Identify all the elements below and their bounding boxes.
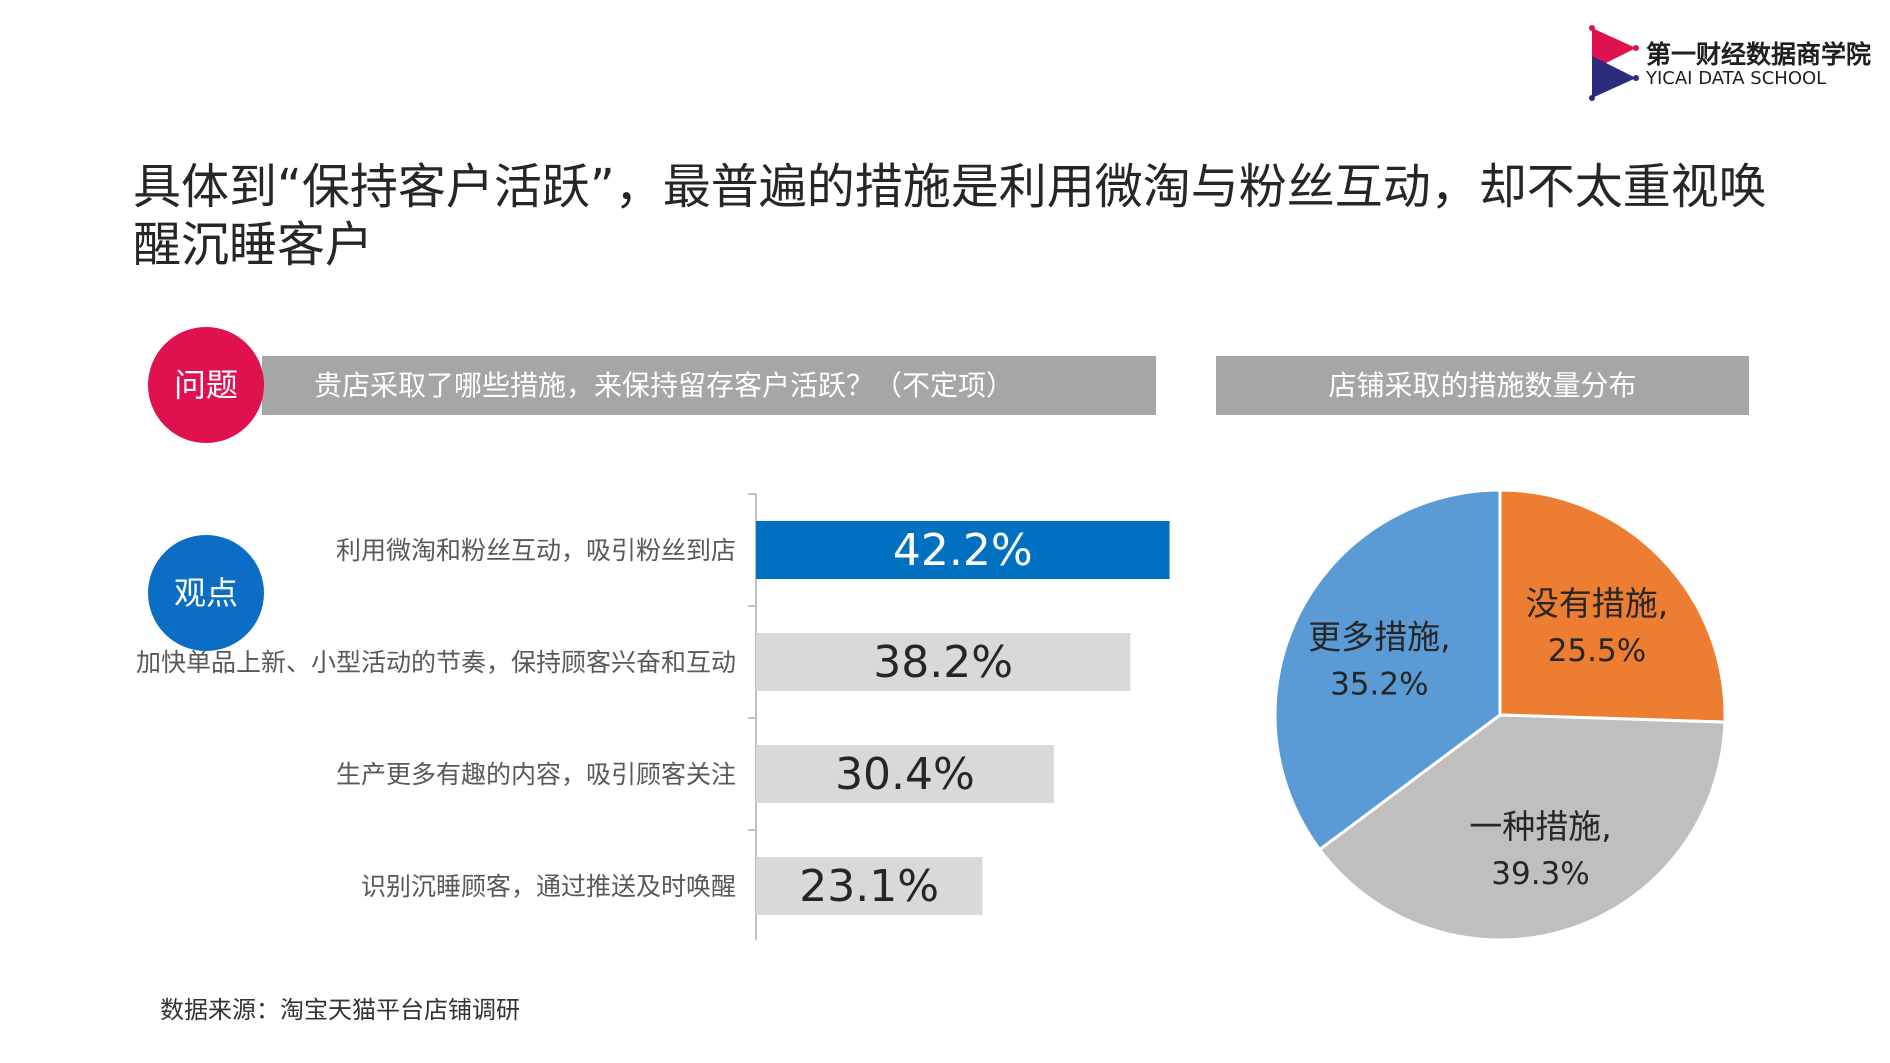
logo-name-en: YICAI DATA SCHOOL bbox=[1646, 68, 1827, 89]
logo: 第一财经数据商学院 YICAI DATA SCHOOL bbox=[1588, 22, 1878, 102]
pie-slice-value: 35.2% bbox=[1330, 666, 1428, 702]
page-title: 具体到“保持客户活跃”，最普遍的措施是利用微淘与粉丝互动，却不太重视唤醒沉睡客户 bbox=[133, 159, 1767, 273]
pie-slice bbox=[1273, 488, 1502, 852]
bar-value-label: 38.2% bbox=[873, 637, 1013, 688]
bar-category-label: 识别沉睡顾客，通过推送及时唤醒 bbox=[361, 872, 736, 901]
bar bbox=[756, 857, 983, 915]
question-text: 贵店采取了哪些措施，来保持留存客户活跃？（不定项） bbox=[314, 369, 1015, 402]
bar-category-label: 加快单品上新、小型活动的节奏，保持顾客兴奋和互动 bbox=[136, 648, 736, 677]
pie-slice bbox=[1317, 713, 1727, 942]
pie-header-text: 店铺采取的措施数量分布 bbox=[1328, 369, 1637, 402]
pie-slice-label: 没有措施, bbox=[1526, 584, 1669, 623]
data-source: 数据来源：淘宝天猫平台店铺调研 bbox=[160, 996, 520, 1024]
bar bbox=[756, 745, 1054, 803]
measures-bar-chart: 42.2% 利用微淘和粉丝互动，吸引粉丝到店 38.2% 加快单品上新、小型活动的节奏… bbox=[136, 493, 1170, 940]
bar-category-label: 生产更多有趣的内容，吸引顾客关注 bbox=[336, 760, 736, 789]
bar-category-label: 利用微淘和粉丝互动，吸引粉丝到店 bbox=[336, 536, 736, 565]
pie-slice-value: 25.5% bbox=[1548, 633, 1646, 669]
bar-highlight bbox=[756, 521, 1170, 579]
pie-slice-label: 一种措施, bbox=[1469, 807, 1612, 846]
pie-slice bbox=[1498, 488, 1727, 724]
pie-slice-label: 更多措施, bbox=[1308, 617, 1451, 656]
pie-header-bar bbox=[1216, 356, 1749, 415]
question-bar bbox=[262, 356, 1156, 415]
question-badge: 问题 bbox=[148, 327, 264, 443]
measures-count-pie-chart: 没有措施, 25.5% 一种措施, 39.3% 更多措施, 35.2% bbox=[1273, 488, 1727, 942]
bar bbox=[756, 633, 1131, 691]
logo-name-cn: 第一财经数据商学院 bbox=[1646, 40, 1872, 69]
bar-value-label: 42.2% bbox=[893, 525, 1033, 576]
viewpoint-badge: 观点 bbox=[148, 535, 264, 651]
logo-icon bbox=[1589, 25, 1639, 101]
bar-value-label: 23.1% bbox=[799, 861, 939, 912]
bar-value-label: 30.4% bbox=[835, 749, 975, 800]
pie-slice-value: 39.3% bbox=[1491, 856, 1589, 892]
